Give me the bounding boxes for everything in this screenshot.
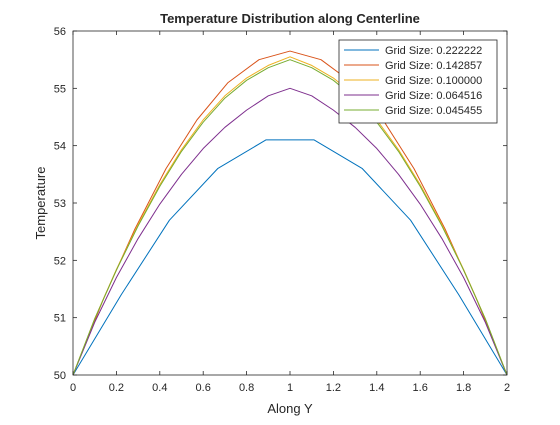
legend-label: Grid Size: 0.142857 [385, 60, 482, 72]
y-axis: 50 51 52 53 54 55 56 [54, 26, 507, 382]
x-tick-label: 0.8 [239, 382, 254, 394]
legend-item-1[interactable]: Grid Size: 0.222222 [344, 45, 482, 57]
y-tick-label: 53 [54, 198, 66, 210]
legend[interactable]: Grid Size: 0.222222 Grid Size: 0.142857 Gr… [338, 39, 498, 124]
chart-title: Temperature Distribution along Centerlin… [160, 11, 420, 26]
legend-item-3[interactable]: Grid Size: 0.100000 [344, 75, 482, 87]
x-axis: 0 0.2 0.4 0.6 0.8 1 1.2 1.4 1.6 1.8 2 [70, 31, 510, 394]
legend-label: Grid Size: 0.064516 [385, 90, 482, 102]
y-tick-label: 56 [54, 26, 66, 38]
legend-item-5[interactable]: Grid Size: 0.045455 [344, 105, 482, 117]
x-tick-label: 1.2 [326, 382, 341, 394]
legend-item-4[interactable]: Grid Size: 0.064516 [344, 90, 482, 102]
x-tick-label: 1.8 [456, 382, 471, 394]
x-tick-label: 2 [504, 382, 510, 394]
series-line-5 [72, 59, 508, 376]
series-line-4 [72, 87, 508, 376]
legend-label: Grid Size: 0.045455 [385, 105, 482, 117]
x-tick-label: 0 [70, 382, 76, 394]
series-line-2 [72, 50, 508, 376]
y-tick-label: 52 [54, 255, 66, 267]
x-axis-label: Along Y [267, 401, 313, 416]
series-line-3 [72, 56, 508, 376]
y-tick-label: 51 [54, 313, 66, 325]
x-tick-label: 1.6 [413, 382, 428, 394]
series-line-1 [72, 139, 508, 376]
y-axis-label: Temperature [33, 167, 48, 240]
x-tick-label: 0.4 [152, 382, 167, 394]
y-tick-label: 54 [54, 141, 66, 153]
y-tick-label: 55 [54, 83, 66, 95]
legend-item-2[interactable]: Grid Size: 0.142857 [344, 60, 482, 72]
legend-box [338, 39, 498, 124]
x-tick-label: 0.2 [109, 382, 124, 394]
legend-label: Grid Size: 0.222222 [385, 45, 482, 57]
legend-label: Grid Size: 0.100000 [385, 75, 482, 87]
x-tick-label: 1.4 [369, 382, 384, 394]
y-tick-label: 50 [54, 370, 66, 382]
x-tick-label: 1 [287, 382, 293, 394]
series-layer [72, 50, 508, 376]
x-tick-label: 0.6 [196, 382, 211, 394]
